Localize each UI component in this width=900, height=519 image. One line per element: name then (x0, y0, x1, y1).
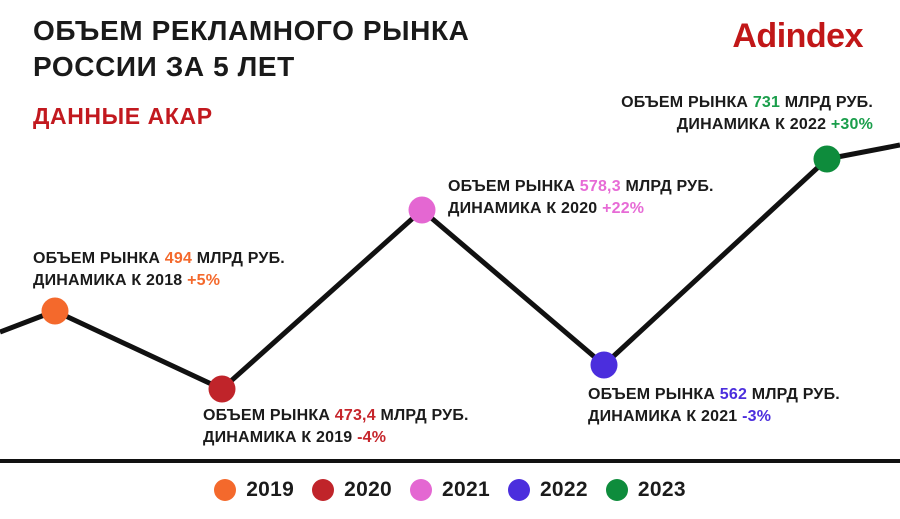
page-title-line1: ОБЪЕМ РЕКЛАМНОГО РЫНКА (33, 15, 470, 46)
annotation-2022: ОБЪЕМ РЫНКА 562 МЛРД РУБ. ДИНАМИКА К 202… (588, 384, 840, 428)
legend-label: 2019 (246, 478, 295, 501)
data-point-2022[interactable] (590, 351, 618, 379)
legend-item-2022[interactable]: 2022 (507, 478, 588, 502)
volume-suffix: МЛРД РУБ. (780, 94, 873, 111)
legend-dot-2019 (214, 479, 237, 501)
adindex-logo: Adindex (732, 17, 863, 55)
legend-dot-2022 (507, 479, 530, 501)
dynamics-value: +22% (602, 200, 645, 217)
data-point-2021[interactable] (408, 196, 436, 224)
dynamics-prefix: ДИНАМИКА К 2021 (588, 408, 743, 425)
annotation-dynamics-line: ДИНАМИКА К 2022 +30% (621, 114, 873, 136)
volume-suffix: МЛРД РУБ. (747, 386, 840, 403)
dynamics-prefix: ДИНАМИКА К 2022 (676, 116, 831, 133)
data-point-2020[interactable] (208, 375, 236, 403)
volume-value: 494 (164, 250, 193, 267)
volume-suffix: МЛРД РУБ. (375, 407, 469, 424)
dynamics-value: +5% (187, 272, 221, 289)
legend-dot-2020 (312, 479, 335, 501)
dynamics-prefix: ДИНАМИКА К 2019 (203, 429, 358, 446)
dynamics-prefix: ДИНАМИКА К 2020 (448, 200, 603, 217)
legend-label: 2020 (344, 478, 393, 501)
annotation-2020: ОБЪЕМ РЫНКА 473,4 МЛРД РУБ. ДИНАМИКА К 2… (203, 405, 469, 449)
annotation-2019: ОБЪЕМ РЫНКА 494 МЛРД РУБ. ДИНАМИКА К 201… (33, 248, 285, 292)
dynamics-value: -3% (742, 408, 772, 425)
legend-item-2021[interactable]: 2021 (410, 478, 490, 502)
annotation-2021: ОБЪЕМ РЫНКА 578,3 МЛРД РУБ. ДИНАМИКА К 2… (448, 176, 714, 220)
dynamics-value: +30% (830, 116, 873, 133)
dynamics-prefix: ДИНАМИКА К 2018 (33, 272, 188, 289)
legend-item-2023[interactable]: 2023 (605, 478, 686, 502)
legend-item-2020[interactable]: 2020 (312, 478, 392, 502)
legend-item-2019[interactable]: 2019 (214, 478, 294, 502)
volume-prefix: ОБЪЕМ РЫНКА (621, 94, 753, 111)
legend-label: 2022 (539, 478, 588, 501)
legend-label: 2021 (442, 478, 490, 501)
annotation-dynamics-line: ДИНАМИКА К 2018 +5% (33, 270, 285, 292)
annotation-2023: ОБЪЕМ РЫНКА 731 МЛРД РУБ. ДИНАМИКА К 202… (621, 92, 873, 136)
legend-dot-2021 (410, 479, 433, 501)
annotation-dynamics-line: ДИНАМИКА К 2020 +22% (448, 198, 714, 220)
legend-label: 2023 (637, 478, 686, 501)
volume-value: 578,3 (579, 178, 621, 195)
volume-value: 473,4 (334, 407, 376, 424)
legend-divider (0, 459, 900, 463)
data-point-2019[interactable] (41, 297, 69, 325)
data-point-2023[interactable] (813, 145, 841, 173)
volume-value: 562 (719, 386, 748, 403)
volume-prefix: ОБЪЕМ РЫНКА (203, 407, 335, 424)
volume-prefix: ОБЪЕМ РЫНКА (588, 386, 720, 403)
legend-dot-2023 (605, 479, 628, 501)
data-source-subtitle: ДАННЫЕ АКАР (33, 103, 213, 129)
annotation-volume-line: ОБЪЕМ РЫНКА 731 МЛРД РУБ. (621, 92, 873, 114)
volume-prefix: ОБЪЕМ РЫНКА (448, 178, 580, 195)
annotation-dynamics-line: ДИНАМИКА К 2019 -4% (203, 427, 469, 449)
page-title: ОБЪЕМ РЕКЛАМНОГО РЫНКА РОССИИ ЗА 5 ЛЕТ (33, 13, 469, 85)
volume-suffix: МЛРД РУБ. (620, 178, 714, 195)
chart-legend: 2019 2020 2021 2022 2023 (0, 478, 900, 502)
volume-suffix: МЛРД РУБ. (192, 250, 285, 267)
volume-value: 731 (752, 94, 781, 111)
annotation-volume-line: ОБЪЕМ РЫНКА 473,4 МЛРД РУБ. (203, 405, 469, 427)
annotation-volume-line: ОБЪЕМ РЫНКА 562 МЛРД РУБ. (588, 384, 840, 406)
volume-prefix: ОБЪЕМ РЫНКА (33, 250, 165, 267)
annotation-volume-line: ОБЪЕМ РЫНКА 578,3 МЛРД РУБ. (448, 176, 714, 198)
page-title-line2: РОССИИ ЗА 5 ЛЕТ (33, 51, 295, 82)
annotation-dynamics-line: ДИНАМИКА К 2021 -3% (588, 406, 840, 428)
annotation-volume-line: ОБЪЕМ РЫНКА 494 МЛРД РУБ. (33, 248, 285, 270)
dynamics-value: -4% (357, 429, 387, 446)
